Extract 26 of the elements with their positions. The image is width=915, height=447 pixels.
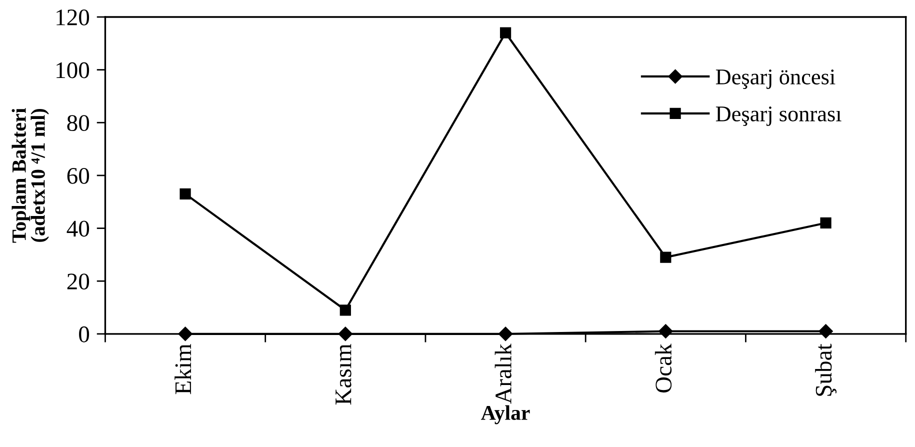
point	[338, 326, 352, 341]
point	[500, 27, 512, 38]
x-tick-label: Ocak	[654, 344, 672, 392]
point	[820, 217, 832, 229]
x-tick-label: Ekim	[174, 344, 191, 394]
x-axis-title: Aylar	[481, 405, 530, 424]
x-tick-label: Aralık	[494, 344, 512, 404]
y-tick-label: 40	[66, 220, 90, 237]
point	[658, 324, 673, 338]
x-tick-label: Kasım	[336, 344, 352, 405]
y-tick-label: 80	[67, 115, 90, 132]
point	[498, 326, 513, 341]
y-tick-label: 20	[67, 274, 90, 290]
legend-label: Deşarj öncesi	[716, 70, 836, 89]
point	[340, 304, 351, 316]
point	[818, 324, 833, 338]
y-axis-title: Toplam Bakteri (adetx10 ⁴/1 ml)	[12, 108, 49, 243]
point	[178, 326, 192, 341]
y-tick-label: 100	[56, 62, 90, 78]
legend-label: Deşarj sonrası	[716, 106, 842, 126]
y-tick-label: 0	[79, 326, 90, 342]
x-tick-label: Şubat	[815, 344, 836, 396]
y-tick-label: 60	[67, 168, 90, 184]
point	[660, 252, 672, 263]
point	[180, 188, 191, 200]
y-tick-label: 120	[56, 9, 90, 26]
